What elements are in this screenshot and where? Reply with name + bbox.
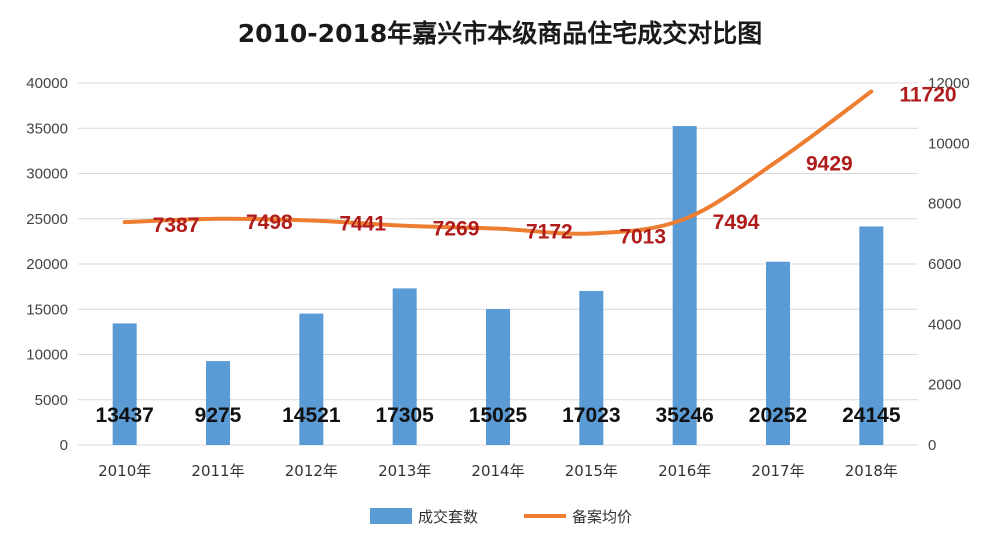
x-axis-tick-label: 2014年 [471, 462, 524, 480]
bar-data-label: 35246 [655, 404, 713, 427]
line-series [122, 89, 874, 236]
legend-label-bars: 成交套数 [418, 508, 478, 526]
x-axis-tick-label: 2012年 [285, 462, 338, 480]
x-axis-tick-label: 2015年 [565, 462, 618, 480]
bar [392, 288, 417, 445]
chart-title: 2010-2018年嘉兴市本级商品住宅成交对比图 [238, 19, 763, 48]
bar [766, 261, 790, 445]
line-data-label: 7269 [433, 218, 480, 241]
right-axis-ticks: 0 2000 4000 6000 8000 10000 12000 [928, 75, 970, 454]
x-axis-tick-label: 2010年 [98, 462, 151, 480]
right-axis-tick-label: 2000 [928, 377, 961, 394]
left-axis-tick-label: 0 [60, 437, 68, 454]
bar [112, 323, 137, 445]
bar-data-labels: 13437 9275 14521 17305 15025 17023 35246 20252 2… [95, 404, 900, 427]
x-axis-tick-label: 2017年 [751, 462, 804, 480]
bar-data-label: 14521 [282, 404, 341, 427]
left-axis-tick-label: 40000 [26, 75, 68, 92]
left-axis-tick-label: 20000 [26, 256, 68, 273]
line-data-labels: 7387 7498 7441 7269 7172 7013 7494 9429 11720 [153, 83, 957, 248]
left-axis-ticks: 0 5000 10000 15000 20000 25000 30000 35000 40000 [26, 75, 68, 454]
x-axis-tick-label: 2013年 [378, 462, 431, 480]
line-data-label: 7013 [619, 225, 666, 248]
line-data-label: 7494 [713, 211, 760, 234]
left-axis-tick-label: 10000 [26, 347, 68, 364]
right-axis-tick-label: 10000 [928, 135, 970, 152]
x-axis-tick-label: 2011年 [191, 462, 244, 480]
left-axis-tick-label: 5000 [35, 392, 68, 409]
bar [299, 313, 324, 445]
bar-data-label: 17023 [562, 404, 620, 427]
bar-data-label: 24145 [842, 404, 901, 427]
bar [206, 361, 230, 445]
right-axis-tick-label: 0 [928, 437, 936, 454]
category-axis: 2010年 2011年 2012年 2013年 2014年 2015年 2016年 2017年… [98, 462, 898, 480]
legend: 成交套数 备案均价 [370, 508, 632, 526]
bar [859, 226, 884, 445]
right-axis-tick-label: 8000 [928, 196, 961, 213]
right-axis-tick-label: 4000 [928, 316, 961, 333]
price-line [122, 89, 874, 236]
x-axis-tick-label: 2016年 [658, 462, 711, 480]
bar [672, 126, 697, 446]
bar-data-label: 13437 [95, 404, 153, 427]
legend-swatch-bars [370, 508, 412, 524]
legend-label-line: 备案均价 [572, 508, 632, 526]
bar-data-label: 20252 [749, 404, 807, 427]
line-data-label: 7387 [153, 214, 200, 237]
bar-series [112, 126, 884, 446]
left-axis-tick-label: 15000 [26, 301, 68, 318]
line-data-label: 9429 [806, 153, 853, 176]
bar-data-label: 9275 [195, 404, 242, 427]
line-data-label: 7441 [339, 213, 386, 236]
left-axis-tick-label: 35000 [26, 120, 68, 137]
x-axis-tick-label: 2018年 [845, 462, 898, 480]
line-data-label: 11720 [899, 83, 956, 106]
left-axis-tick-label: 30000 [26, 166, 68, 183]
right-axis-tick-label: 12000 [928, 75, 970, 92]
right-axis-tick-label: 6000 [928, 256, 961, 273]
line-data-label: 7172 [526, 221, 573, 244]
left-axis-tick-label: 25000 [26, 211, 68, 228]
bar-data-label: 17305 [375, 404, 434, 427]
bar [486, 309, 510, 445]
bar-data-label: 15025 [469, 404, 528, 427]
line-data-label: 7498 [246, 211, 293, 234]
bar [579, 290, 604, 445]
